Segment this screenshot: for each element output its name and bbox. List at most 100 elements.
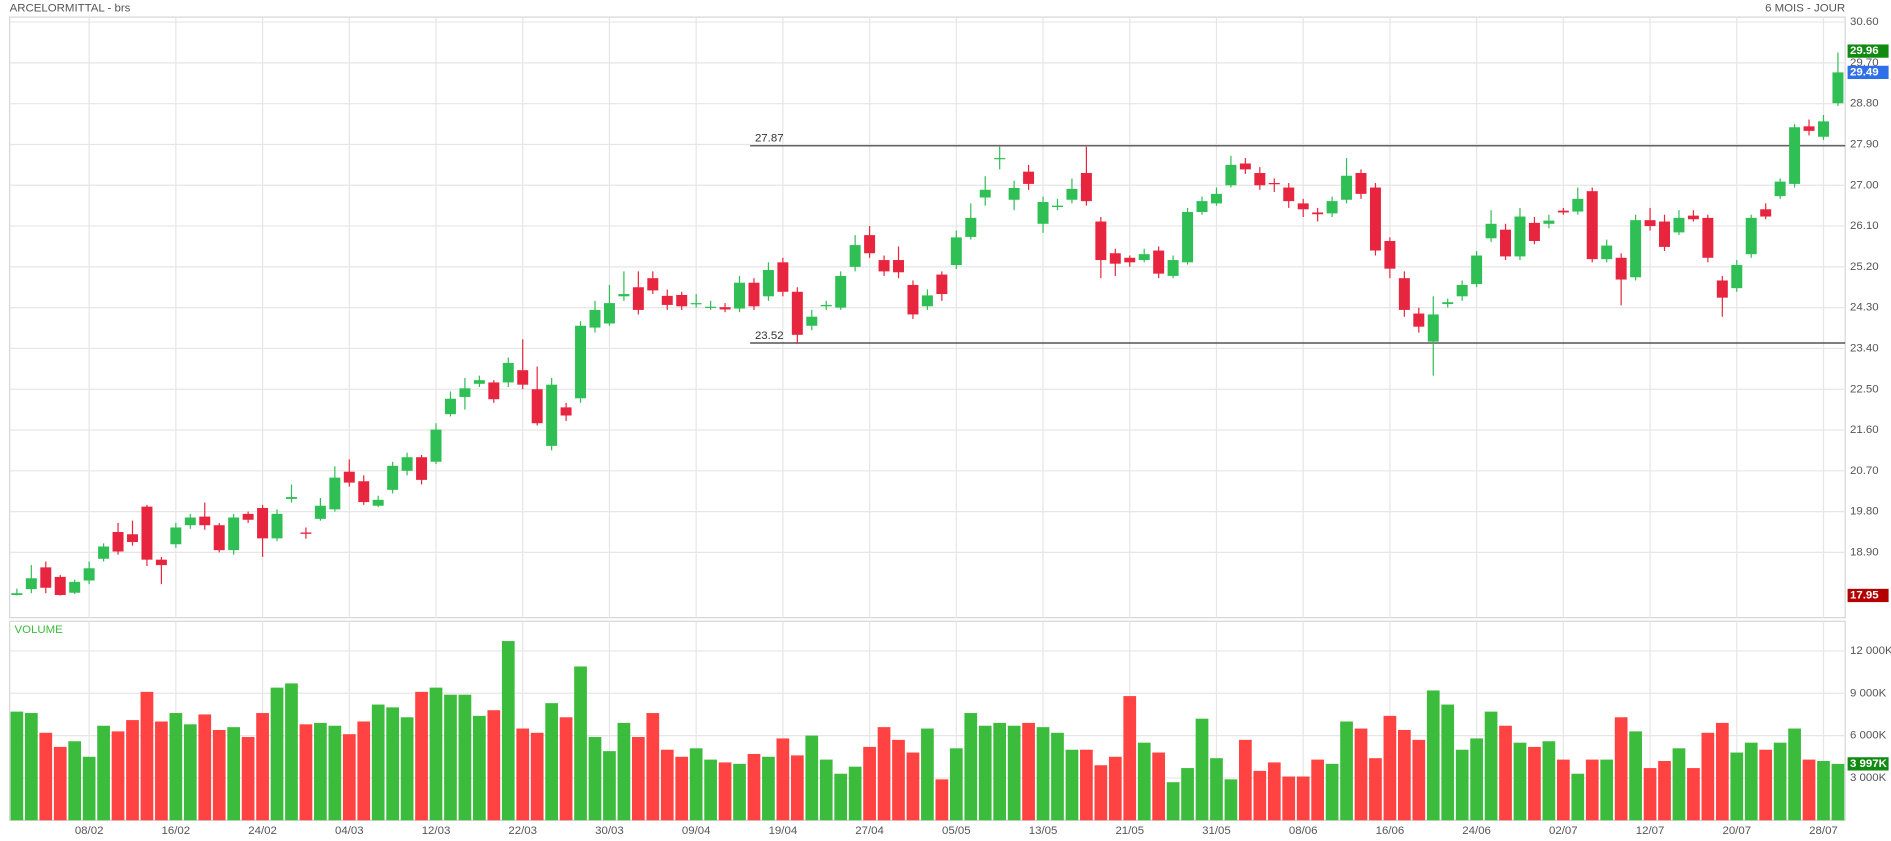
x-tick-label: 16/06 <box>1376 825 1405 837</box>
candle-body <box>748 282 760 307</box>
candle-body <box>199 516 211 526</box>
volume-bar <box>993 722 1007 821</box>
volume-bar <box>415 691 428 821</box>
candle-body <box>1109 253 1121 264</box>
y-tick-label: 27.90 <box>1850 138 1879 150</box>
candle-body <box>1297 203 1309 210</box>
y-tick-label: 12 000K <box>1850 645 1891 657</box>
candle-body <box>618 294 630 297</box>
volume-bar <box>1629 731 1642 821</box>
y-tick-label: 23.40 <box>1850 342 1879 354</box>
candle-body <box>257 507 269 539</box>
volume-bar <box>126 720 139 821</box>
candle-body <box>1601 245 1613 260</box>
candle-body <box>1528 222 1540 242</box>
candle-body <box>806 316 818 326</box>
volume-bar <box>169 713 183 821</box>
candle-body <box>416 457 428 480</box>
candle-body <box>1687 215 1699 220</box>
volume-bar <box>155 721 168 821</box>
candle-body <box>502 362 514 383</box>
candle-body <box>54 576 66 596</box>
candle-body <box>1210 193 1222 204</box>
candle-body <box>864 235 876 254</box>
x-tick-label: 08/06 <box>1289 825 1318 837</box>
candle-body <box>184 517 196 526</box>
candle-body <box>1283 187 1295 202</box>
candle-body <box>1702 217 1714 258</box>
volume-bar <box>1051 732 1064 821</box>
volume-bar <box>588 737 602 821</box>
candle-body <box>517 370 529 385</box>
volume-bar <box>603 751 616 821</box>
volume-bar <box>342 734 356 821</box>
candle-body <box>387 465 399 490</box>
volume-bar <box>24 713 38 821</box>
y-tick-label: 22.50 <box>1850 383 1879 395</box>
volume-bar <box>1311 759 1324 821</box>
volume-bar <box>111 731 125 821</box>
x-tick-label: 12/07 <box>1636 825 1665 837</box>
volume-bar <box>1007 725 1021 821</box>
volume-bar <box>1687 768 1700 821</box>
volume-bar <box>530 732 544 821</box>
candle-body <box>1485 223 1497 239</box>
candle-body <box>546 384 558 446</box>
candle-body <box>647 278 659 291</box>
volume-bar <box>631 737 645 821</box>
candle-body <box>1369 187 1381 251</box>
volume-bar <box>559 717 573 821</box>
volume-bar <box>1065 749 1079 821</box>
volume-bar <box>892 739 905 821</box>
volume-bar <box>140 691 154 821</box>
volume-bar <box>1773 742 1787 821</box>
y-tick-label: 21.60 <box>1850 424 1879 436</box>
volume-bar <box>516 728 530 821</box>
candle-body <box>1557 210 1569 213</box>
candle-body <box>589 309 601 328</box>
candle-body <box>1095 221 1107 261</box>
candle-body <box>1008 187 1020 200</box>
volume-bar <box>1412 739 1426 821</box>
candle-body <box>1731 265 1743 289</box>
volume-bar <box>1340 721 1353 821</box>
volume-bar <box>574 666 587 821</box>
volume-bar <box>1195 718 1209 821</box>
candle-body <box>473 380 485 384</box>
price-badge <box>1847 65 1889 80</box>
candle-body <box>401 457 413 471</box>
x-tick-label: 12/03 <box>422 825 451 837</box>
candle-body <box>531 389 543 424</box>
x-tick-label: 22/03 <box>508 825 537 837</box>
candle-body <box>488 382 500 400</box>
candle-body <box>1514 216 1526 257</box>
candle-body <box>1196 201 1208 213</box>
candle-body <box>1239 163 1251 170</box>
candle-body <box>1818 121 1829 137</box>
volume-bar <box>82 756 96 821</box>
x-tick-label: 30/03 <box>595 825 624 837</box>
volume-bar <box>1571 773 1585 821</box>
volume-bar <box>1701 732 1715 821</box>
volume-bar <box>1094 765 1108 821</box>
volume-bar <box>949 748 963 821</box>
candle-body <box>1659 221 1671 247</box>
candle-body <box>112 532 124 552</box>
volume-bar <box>1282 776 1296 821</box>
candle-body <box>444 398 456 415</box>
candle-body <box>849 245 861 267</box>
volume-bar <box>1369 758 1382 821</box>
volume-bar <box>1817 761 1830 821</box>
volume-bar <box>1166 782 1180 821</box>
volume-bar <box>877 727 891 821</box>
volume-bar <box>1556 759 1570 821</box>
candle-body <box>719 307 731 310</box>
candle-body <box>242 513 254 520</box>
candle-body <box>979 189 991 198</box>
volume-bar <box>299 724 313 821</box>
volume-bar <box>1397 729 1411 821</box>
candle-body <box>661 295 673 305</box>
price-panel <box>9 16 1846 619</box>
level-label: 23.52 <box>755 330 784 342</box>
